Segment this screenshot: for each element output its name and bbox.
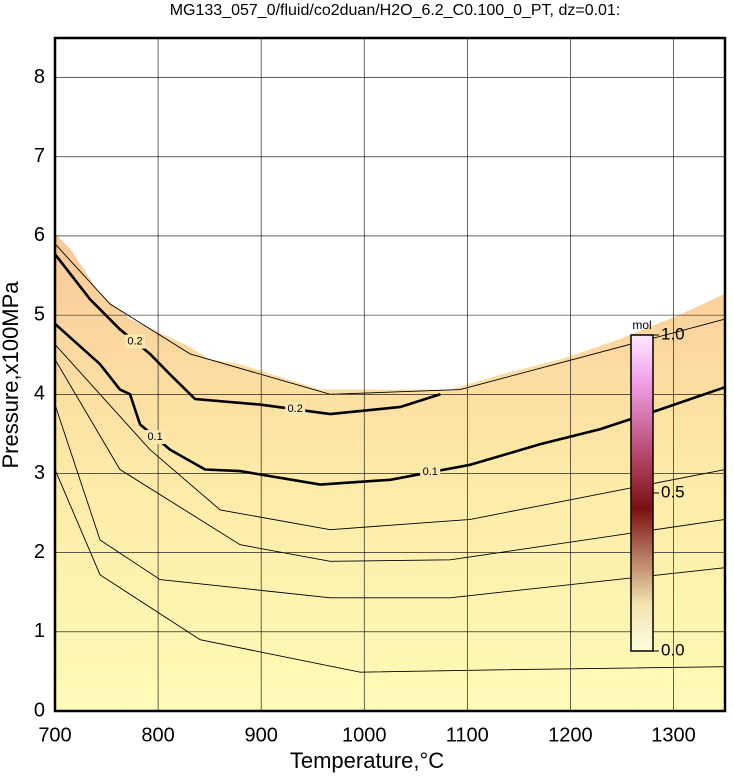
x-tick-label: 900 xyxy=(244,724,277,746)
contour-line xyxy=(54,404,726,599)
y-tick-label: 1 xyxy=(34,620,45,642)
x-axis-label: Temperature,°C xyxy=(290,748,444,773)
y-tick-label: 3 xyxy=(34,462,45,484)
colorbar-tick-label: 0.0 xyxy=(661,640,685,659)
y-tick-label: 8 xyxy=(34,66,45,88)
y-tick-label: 5 xyxy=(34,303,45,325)
colorbar-tick-label: 1.0 xyxy=(661,324,685,343)
contour-line xyxy=(54,344,726,531)
x-tick-label: 1100 xyxy=(446,724,489,746)
colorbar-tick-label: 0.5 xyxy=(661,482,685,501)
contour-label: 0.2 xyxy=(127,336,142,348)
contour-label-bg xyxy=(420,465,441,480)
y-tick-label: 7 xyxy=(34,145,45,167)
x-tick-label: 700 xyxy=(38,724,71,746)
y-tick-label: 2 xyxy=(34,541,45,563)
contour-line xyxy=(54,469,726,673)
contour-label-bg xyxy=(285,402,306,417)
field-area xyxy=(55,233,725,711)
contour-label: 0.2 xyxy=(288,403,303,415)
colorbar-label: mol xyxy=(632,318,651,332)
contour-label-bg xyxy=(124,334,145,349)
y-tick-label: 6 xyxy=(34,224,45,246)
contour-label: 0.1 xyxy=(423,466,438,478)
contour-line-labeled xyxy=(54,322,726,486)
y-tick-label: 4 xyxy=(34,383,45,405)
contour-line-labeled xyxy=(53,253,441,416)
plot-frame xyxy=(53,36,727,713)
chart-title: MG133_057_0/fluid/co2duan/H2O_6.2_C0.100… xyxy=(170,2,621,19)
contour-label-bg xyxy=(145,430,166,445)
x-tick-label: 1000 xyxy=(342,724,387,746)
x-tick-label: 1300 xyxy=(651,724,696,746)
x-tick-label: 1200 xyxy=(548,724,593,746)
contour-line xyxy=(54,359,726,562)
x-tick-label: 800 xyxy=(141,724,174,746)
y-tick-label: 0 xyxy=(34,699,45,721)
contour-label: 0.1 xyxy=(147,431,162,443)
contour-line xyxy=(54,243,726,395)
colorbar xyxy=(630,334,654,652)
y-axis-label: Pressure,x100MPa xyxy=(0,281,23,469)
